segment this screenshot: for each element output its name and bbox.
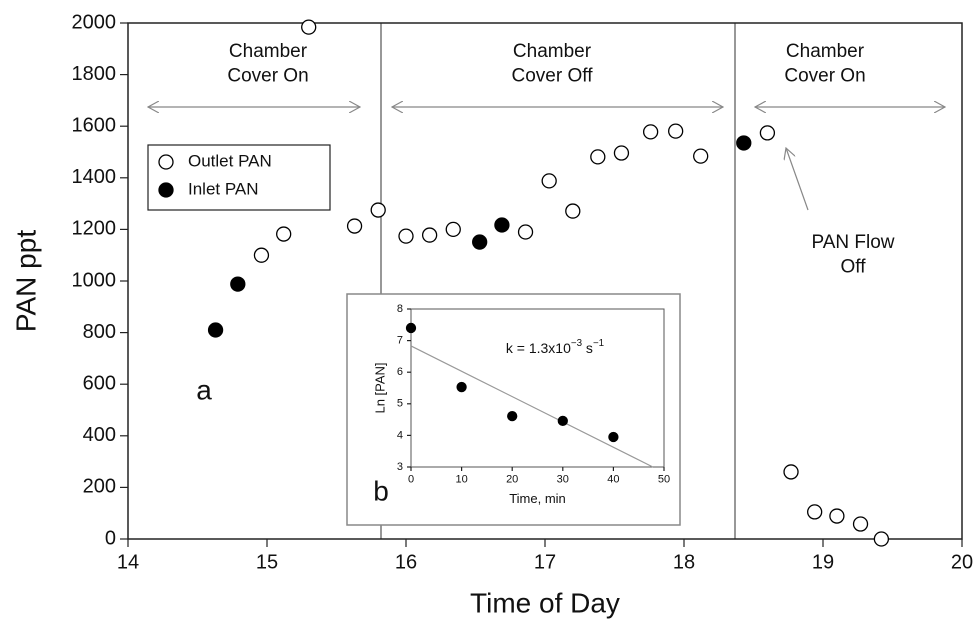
- data-point: [494, 217, 510, 233]
- legend-label: Inlet PAN: [188, 179, 259, 198]
- x-tick-label: 16: [395, 551, 417, 573]
- annotation: Chamber: [229, 41, 308, 62]
- y-tick-label: 0: [105, 527, 116, 549]
- x-tick-label: 20: [506, 474, 518, 486]
- x-tick-label: 19: [812, 551, 834, 573]
- x-tick-label: 10: [455, 474, 467, 486]
- y-tick-label: 200: [83, 476, 116, 498]
- annotation: PAN Flow: [811, 232, 894, 253]
- y-tick-label: 1800: [72, 63, 117, 85]
- data-point: [230, 276, 246, 292]
- inset-frame: [346, 293, 681, 526]
- data-point: [557, 415, 568, 427]
- annotation: Cover On: [227, 66, 308, 87]
- plot-frame: [410, 308, 665, 468]
- annotation-part: s: [582, 340, 593, 356]
- data-point: [852, 516, 869, 532]
- y-tick-label: 7: [397, 335, 403, 347]
- data-point: [608, 431, 619, 443]
- data-point: [590, 149, 606, 165]
- legend-label: Outlet PAN: [188, 151, 272, 170]
- data-point: [873, 531, 890, 547]
- legend-marker: [158, 182, 174, 198]
- data-point: [807, 504, 823, 520]
- annotation: Chamber: [513, 41, 592, 62]
- data-point: [276, 226, 292, 242]
- y-tick-label: 8: [397, 303, 403, 315]
- data-point: [398, 228, 414, 244]
- x-tick-label: 0: [408, 474, 414, 486]
- y-tick-label: 1000: [72, 269, 117, 291]
- x-tick-label: 17: [534, 551, 556, 573]
- x-axis-title: Time, min: [509, 491, 566, 506]
- pointer-arrow: [786, 148, 809, 211]
- data-point: [445, 221, 461, 238]
- data-point: [507, 410, 518, 422]
- data-point: [541, 173, 557, 189]
- data-point: [829, 508, 845, 524]
- y-axis-title: Ln [PAN]: [372, 362, 387, 413]
- x-tick-label: 30: [557, 474, 569, 486]
- annotation: k = 1.3x10−3 s−1: [506, 338, 604, 356]
- data-point: [613, 145, 630, 161]
- data-point: [346, 218, 363, 234]
- annotation: Off: [841, 257, 867, 278]
- data-point: [668, 123, 684, 139]
- data-point: [301, 19, 317, 35]
- data-point: [517, 224, 534, 240]
- data-point: [405, 322, 417, 334]
- data-point: [759, 125, 776, 141]
- data-point: [736, 135, 752, 151]
- legend-marker: [158, 154, 174, 170]
- y-tick-label: 1600: [72, 114, 117, 136]
- annotation: a: [196, 374, 212, 405]
- data-point: [642, 124, 659, 140]
- data-point: [565, 203, 581, 219]
- data-point: [370, 202, 386, 218]
- x-axis-title: Time of Day: [470, 587, 620, 618]
- y-tick-label: 4: [397, 429, 403, 441]
- annotation-part: −3: [571, 338, 583, 349]
- data-point: [693, 148, 709, 164]
- data-point: [207, 322, 224, 338]
- x-tick-label: 20: [951, 551, 973, 573]
- data-point: [456, 381, 467, 393]
- data-point: [783, 464, 799, 480]
- annotation: Chamber: [786, 41, 865, 62]
- annotation: Cover On: [784, 66, 865, 87]
- fit-line: [410, 345, 654, 468]
- annotation: Cover Off: [512, 66, 594, 87]
- annotation-part: −1: [593, 338, 604, 349]
- x-tick-label: 50: [658, 474, 670, 486]
- y-tick-label: 800: [83, 321, 116, 343]
- annotation-part: k = 1.3x10: [506, 340, 571, 356]
- y-tick-label: 3: [397, 461, 403, 473]
- legend-frame: [147, 144, 331, 211]
- y-tick-label: 2000: [72, 11, 117, 33]
- data-point: [253, 247, 270, 263]
- x-tick-label: 14: [117, 551, 139, 573]
- data-point: [421, 227, 438, 243]
- y-tick-label: 5: [397, 398, 403, 410]
- data-point: [472, 234, 488, 250]
- annotation: b: [373, 475, 389, 506]
- x-tick-label: 18: [673, 551, 695, 573]
- y-tick-label: 400: [83, 424, 116, 446]
- x-tick-label: 40: [607, 474, 619, 486]
- y-tick-label: 6: [397, 366, 403, 378]
- y-tick-label: 1400: [72, 166, 117, 188]
- y-tick-label: 600: [83, 372, 116, 394]
- x-tick-label: 15: [256, 551, 278, 573]
- y-axis-title: PAN ppt: [10, 230, 41, 332]
- y-tick-label: 1200: [72, 218, 117, 240]
